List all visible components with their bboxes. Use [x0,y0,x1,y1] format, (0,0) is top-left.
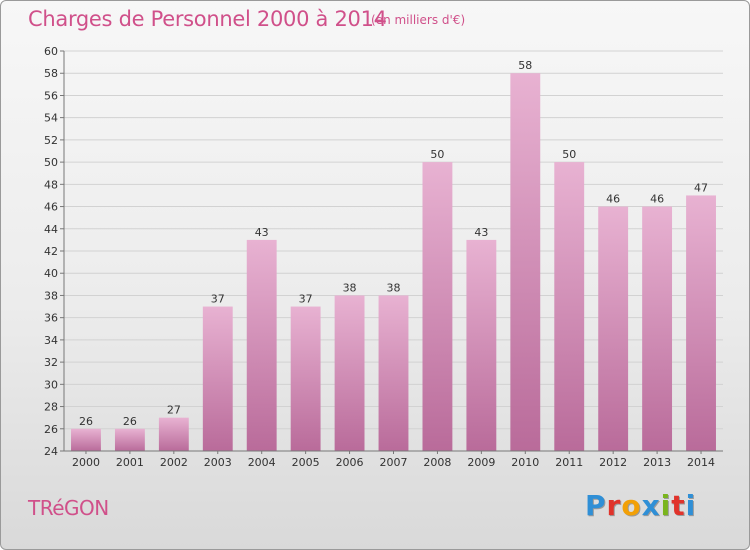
x-tick-label: 2005 [292,456,320,469]
x-tick-label: 2001 [116,456,144,469]
data-label-2013: 46 [650,193,664,206]
y-tick-label: 36 [44,312,58,325]
bar-2007 [378,295,409,451]
x-tick-label: 2007 [380,456,408,469]
data-label-2010: 58 [518,59,532,72]
commune-name: TRéGON [28,496,109,520]
data-label-2007: 38 [387,281,401,294]
x-tick-label: 2003 [204,456,232,469]
x-tick-label: 2014 [687,456,715,469]
bar-2003 [202,306,233,451]
y-tick-label: 38 [44,289,58,302]
y-tick-label: 26 [44,423,58,436]
data-label-2004: 43 [255,226,269,239]
x-tick-label: 2011 [555,456,583,469]
y-tick-label: 44 [44,223,58,236]
y-tick-label: 46 [44,201,58,214]
y-tick-label: 24 [44,445,58,458]
chart-title: Charges de Personnel 2000 à 2014 [28,7,387,31]
data-label-2008: 50 [430,148,444,161]
x-tick-label: 2006 [336,456,364,469]
logo-letter: i [685,489,697,522]
y-tick-label: 34 [44,334,58,347]
logo-letter: P [585,489,607,522]
proxiti-logo: Proxiti [585,489,696,522]
bar-2006 [334,295,365,451]
x-tick-label: 2013 [643,456,671,469]
bars: 26 26 27 37 43 37 38 38 50 43 58 50 46 46 47 [71,59,716,451]
data-label-2003: 37 [211,293,225,306]
bar-2013 [642,206,673,451]
data-label-2000: 26 [79,415,93,428]
y-tick-label: 52 [44,134,58,147]
bar-2012 [598,206,629,451]
data-label-2012: 46 [606,193,620,206]
y-tick-label: 48 [44,178,58,191]
data-label-2006: 38 [343,281,357,294]
y-tick-label: 28 [44,401,58,414]
y-tick-label: 30 [44,378,58,391]
x-tick-label: 2004 [248,456,276,469]
bar-2004 [246,239,277,451]
logo-letter: x [641,489,661,522]
y-tick-label: 50 [44,156,58,169]
chart-subtitle: (en milliers d'€) [371,13,466,27]
logo-letter: o [621,489,642,522]
x-tick-label: 2008 [423,456,451,469]
axes: 24 26 28 30 32 34 36 38 40 42 44 46 48 50 52 54 56 58 60 20… [44,45,723,469]
y-tick-label: 56 [44,89,58,102]
bar-2008 [422,162,453,451]
y-tick-label: 42 [44,245,58,258]
y-tick-label: 60 [44,45,58,58]
data-label-2005: 37 [299,293,313,306]
bar-2009 [466,239,497,451]
x-tick-label: 2009 [467,456,495,469]
x-tick-label: 2012 [599,456,627,469]
logo-letter: r [606,489,622,522]
logo-letter: t [671,489,686,522]
x-tick-label: 2002 [160,456,188,469]
x-tick-label: 2000 [72,456,100,469]
y-tick-label: 32 [44,356,58,369]
data-label-2014: 47 [694,181,708,194]
x-tick-label: 2010 [511,456,539,469]
data-label-2011: 50 [562,148,576,161]
bar-2001 [114,428,145,451]
data-label-2009: 43 [474,226,488,239]
y-tick-label: 40 [44,267,58,280]
data-label-2002: 27 [167,404,181,417]
y-tick-label: 58 [44,67,58,80]
logo-letter: i [660,489,672,522]
data-label-2001: 26 [123,415,137,428]
bar-2010 [510,73,541,451]
bar-2005 [290,306,321,451]
bar-2011 [554,162,585,451]
bar-2014 [686,195,716,451]
bar-2002 [158,417,189,451]
bar-2000 [71,428,101,451]
y-tick-label: 54 [44,112,58,125]
